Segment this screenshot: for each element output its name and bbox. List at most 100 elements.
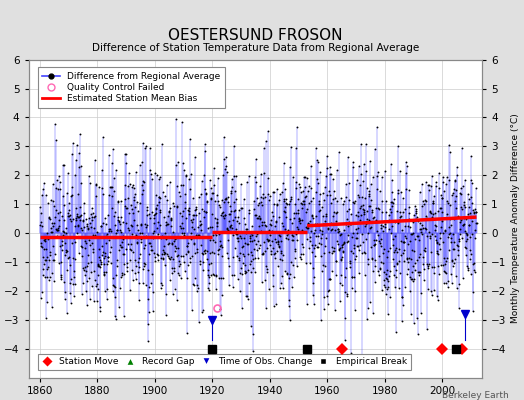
Point	[191, 274, 200, 281]
Point	[348, 274, 356, 280]
Point	[95, 263, 103, 269]
Point	[43, 236, 52, 243]
Point	[166, 205, 174, 212]
Point	[178, 160, 187, 166]
Point	[162, 221, 171, 228]
Point	[141, 260, 149, 267]
Point	[366, 197, 375, 203]
Point	[115, 218, 123, 224]
Point	[139, 265, 147, 272]
Point	[392, 328, 400, 335]
Point	[222, 169, 231, 176]
Point	[181, 172, 190, 178]
Point	[208, 260, 216, 266]
Point	[259, 194, 267, 201]
Point	[201, 247, 210, 254]
Point	[172, 162, 180, 169]
Point	[73, 222, 82, 228]
Point	[323, 165, 331, 171]
Point	[156, 195, 165, 201]
Point	[165, 208, 173, 214]
Point	[441, 228, 450, 234]
Point	[255, 223, 264, 229]
Point	[361, 248, 369, 255]
Point	[355, 246, 363, 253]
Point	[269, 188, 278, 195]
Point	[234, 220, 243, 226]
Point	[298, 204, 306, 211]
Point	[309, 292, 317, 298]
Point	[280, 198, 288, 204]
Point	[108, 160, 116, 166]
Point	[88, 217, 96, 224]
Point	[244, 241, 252, 247]
Point	[454, 252, 462, 258]
Point	[211, 286, 220, 292]
Point	[112, 272, 121, 278]
Point	[228, 224, 236, 231]
Text: Difference of Station Temperature Data from Regional Average: Difference of Station Temperature Data f…	[92, 43, 419, 53]
Point	[48, 220, 57, 226]
Point	[174, 159, 182, 166]
Point	[391, 246, 399, 253]
Point	[248, 238, 256, 244]
Point	[352, 212, 360, 219]
Point	[41, 236, 49, 242]
Point	[98, 252, 106, 259]
Point	[180, 204, 189, 211]
Point	[458, 222, 467, 228]
Point	[416, 189, 424, 196]
Point	[415, 269, 423, 275]
Point	[283, 229, 292, 236]
Point	[183, 249, 192, 256]
Point	[444, 224, 453, 230]
Point	[336, 298, 344, 304]
Point	[398, 318, 406, 325]
Point	[356, 205, 365, 211]
Point	[157, 254, 166, 261]
Point	[389, 256, 397, 262]
Point	[126, 256, 134, 263]
Point	[195, 234, 204, 240]
Point	[193, 246, 202, 252]
Point	[192, 248, 201, 255]
Point	[60, 279, 69, 286]
Point	[101, 253, 110, 259]
Point	[348, 250, 357, 257]
Point	[329, 175, 337, 182]
Point	[95, 246, 103, 252]
Point	[256, 199, 265, 205]
Point	[387, 223, 396, 229]
Point	[82, 221, 91, 227]
Point	[441, 260, 449, 267]
Point	[448, 280, 456, 286]
Point	[344, 154, 353, 160]
Point	[145, 284, 153, 290]
Point	[45, 214, 53, 220]
Point	[282, 199, 290, 206]
Point	[194, 232, 202, 238]
Point	[298, 201, 307, 207]
Point	[196, 242, 205, 248]
Point	[271, 301, 280, 308]
Point	[280, 160, 288, 166]
Point	[348, 284, 356, 291]
Point	[247, 268, 255, 275]
Point	[115, 304, 123, 310]
Point	[118, 270, 126, 277]
Point	[240, 235, 248, 242]
Point	[134, 269, 142, 276]
Point	[231, 214, 239, 220]
Point	[271, 255, 279, 261]
Point	[390, 196, 398, 202]
Point	[285, 297, 293, 304]
Point	[350, 241, 358, 248]
Point	[408, 230, 417, 236]
Point	[353, 229, 361, 236]
Point	[338, 242, 346, 248]
Point	[330, 227, 339, 233]
Point	[376, 235, 385, 242]
Point	[171, 236, 180, 243]
Point	[253, 214, 261, 221]
Point	[245, 173, 253, 180]
